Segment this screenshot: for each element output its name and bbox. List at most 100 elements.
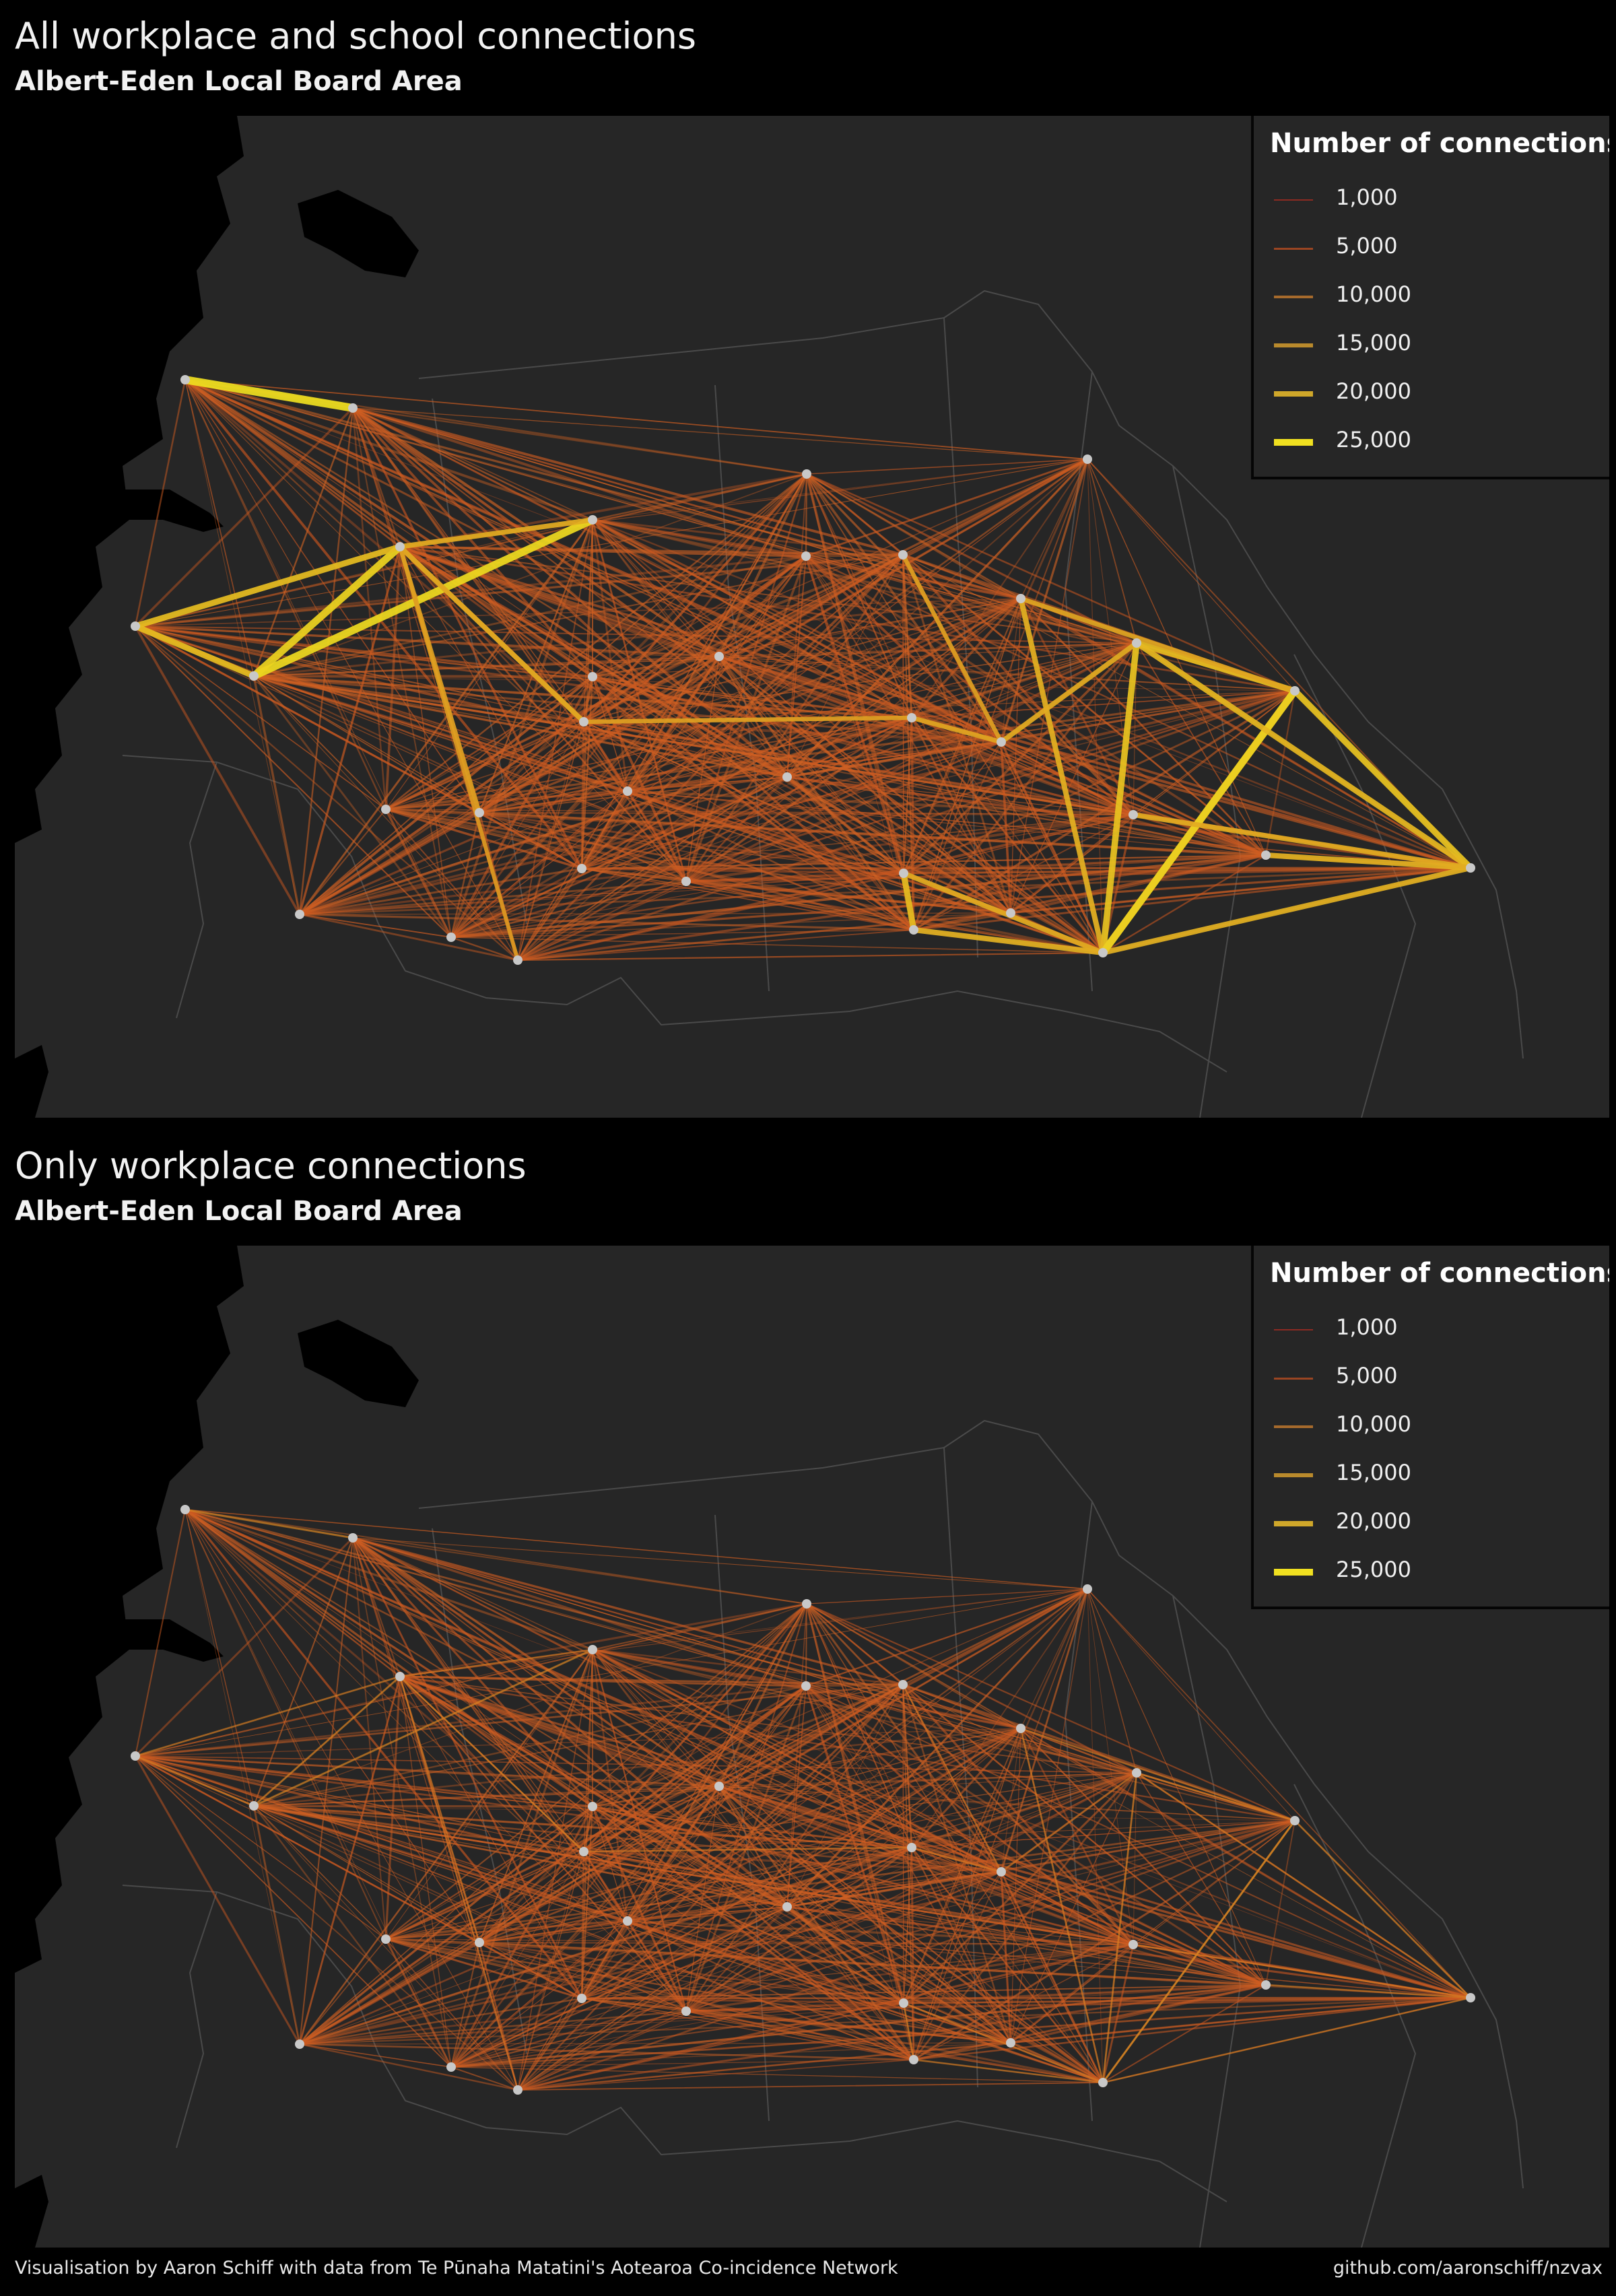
connection-edge [592, 1649, 914, 2060]
connection-edge [1009, 867, 1472, 914]
connection-edge [351, 407, 452, 939]
estuary [15, 489, 224, 532]
connection-edge [910, 1771, 1138, 1849]
connection-edge [582, 1685, 807, 1853]
connection-edge [626, 1920, 1104, 2084]
connection-edge [135, 598, 1021, 627]
connection-edge [805, 555, 912, 718]
connection-edge [591, 518, 904, 556]
connection-edge [450, 2010, 687, 2068]
connection-edge [479, 1906, 788, 1943]
connection-edge [591, 518, 1104, 954]
connection-edge-strong [397, 544, 586, 724]
connection-edge [184, 378, 387, 811]
connection-edge [478, 1602, 808, 1944]
connection-edge [786, 1905, 905, 2004]
connection-edge [450, 937, 1104, 953]
connection-edge [626, 1588, 1089, 1922]
connection-edge [805, 555, 1003, 743]
location-node [1290, 1816, 1300, 1825]
connection-edge [592, 519, 1011, 914]
connection-edge [786, 776, 905, 875]
connection-edge-strong [134, 1675, 401, 1757]
connection-edge [516, 1943, 1135, 2091]
estuary [15, 1619, 224, 1662]
location-node [1083, 454, 1092, 464]
connection-edge [685, 1728, 1021, 2012]
connection-edge [385, 1938, 904, 2004]
connection-edge [805, 1685, 914, 2060]
connection-edge [592, 1588, 1088, 1807]
connection-edge [581, 690, 1295, 869]
connection-edge [299, 1984, 1267, 2045]
connection-edge [517, 1851, 584, 2091]
connection-edge [580, 1785, 720, 2000]
legend-item: 20,000 [1274, 1504, 1584, 1545]
connection-edge [902, 1683, 913, 1849]
connection-edge [351, 1537, 583, 2000]
connection-edge [1000, 1870, 1012, 2044]
connection-edge [450, 1944, 1134, 2068]
location-node [475, 808, 484, 817]
connection-edge-strong [1133, 640, 1474, 871]
connection-edge-strong [900, 552, 1004, 745]
footer-link[interactable]: github.com/aaronschiff/nzvax [1333, 2258, 1603, 2278]
connection-edge [1087, 1588, 1267, 1986]
connection-edge [517, 1998, 582, 2091]
connection-edge [399, 545, 1012, 914]
connection-edge [134, 1508, 187, 1757]
connection-edge [1132, 813, 1267, 856]
connection-edge [718, 655, 788, 778]
connection-edge [399, 1676, 628, 1922]
connection-edge [591, 675, 687, 883]
connection-edge [718, 1786, 904, 2004]
connection-edge [805, 1588, 1089, 1687]
panel-subtitle: Albert-Eden Local Board Area [15, 1196, 463, 1227]
connection-edge [626, 790, 915, 931]
location-node [782, 1902, 792, 1912]
connection-edge [626, 458, 1089, 792]
legend-label: 5,000 [1336, 1363, 1398, 1388]
connection-edge [592, 1649, 1104, 2083]
connection-edge [902, 642, 1138, 875]
harbour-inlet [298, 1320, 419, 1407]
connection-edge [134, 1602, 808, 1757]
connection-edge [1009, 1996, 1472, 2044]
location-node [801, 551, 811, 561]
connection-edge [913, 459, 1088, 931]
location-node [1098, 948, 1108, 957]
panel-subtitle: Albert-Eden Local Board Area [15, 66, 463, 97]
connection-edge [805, 1685, 1137, 1774]
connection-edge [298, 776, 788, 916]
connection-edge [1087, 1588, 1471, 1998]
connection-edge [911, 1847, 1134, 1945]
connection-edge [351, 407, 720, 658]
connection-edge-strong [1099, 687, 1299, 957]
connection-edge [450, 518, 594, 939]
connection-edge [582, 555, 807, 723]
connection-edge [298, 1819, 1296, 2046]
connection-edge [385, 1938, 480, 1943]
connection-edge [685, 1943, 1135, 2013]
connection-edge [902, 1588, 1089, 2004]
connection-edge [134, 1755, 788, 1908]
legend-title: Number of connections [1270, 1258, 1609, 1289]
connection-edge [582, 1850, 629, 1922]
connection-edge [685, 741, 1003, 883]
connection-edge [134, 625, 301, 916]
connection-edge [252, 1537, 354, 1807]
connection-edge-strong [909, 715, 1004, 745]
connection-edge [352, 1537, 593, 1650]
connection-edges [132, 376, 1474, 962]
connection-edge [351, 1537, 387, 1940]
connection-edge [1000, 741, 1104, 954]
location-node [1261, 850, 1271, 860]
connection-edge [805, 1602, 1138, 1774]
connection-edge-strong [1135, 1771, 1472, 1999]
connection-edge [352, 407, 593, 520]
connection-edge [450, 555, 807, 939]
connection-edge [517, 1603, 807, 2091]
connection-edge [450, 1685, 807, 2068]
connection-edge [1000, 1870, 1472, 1999]
connection-edge [184, 1509, 300, 2045]
